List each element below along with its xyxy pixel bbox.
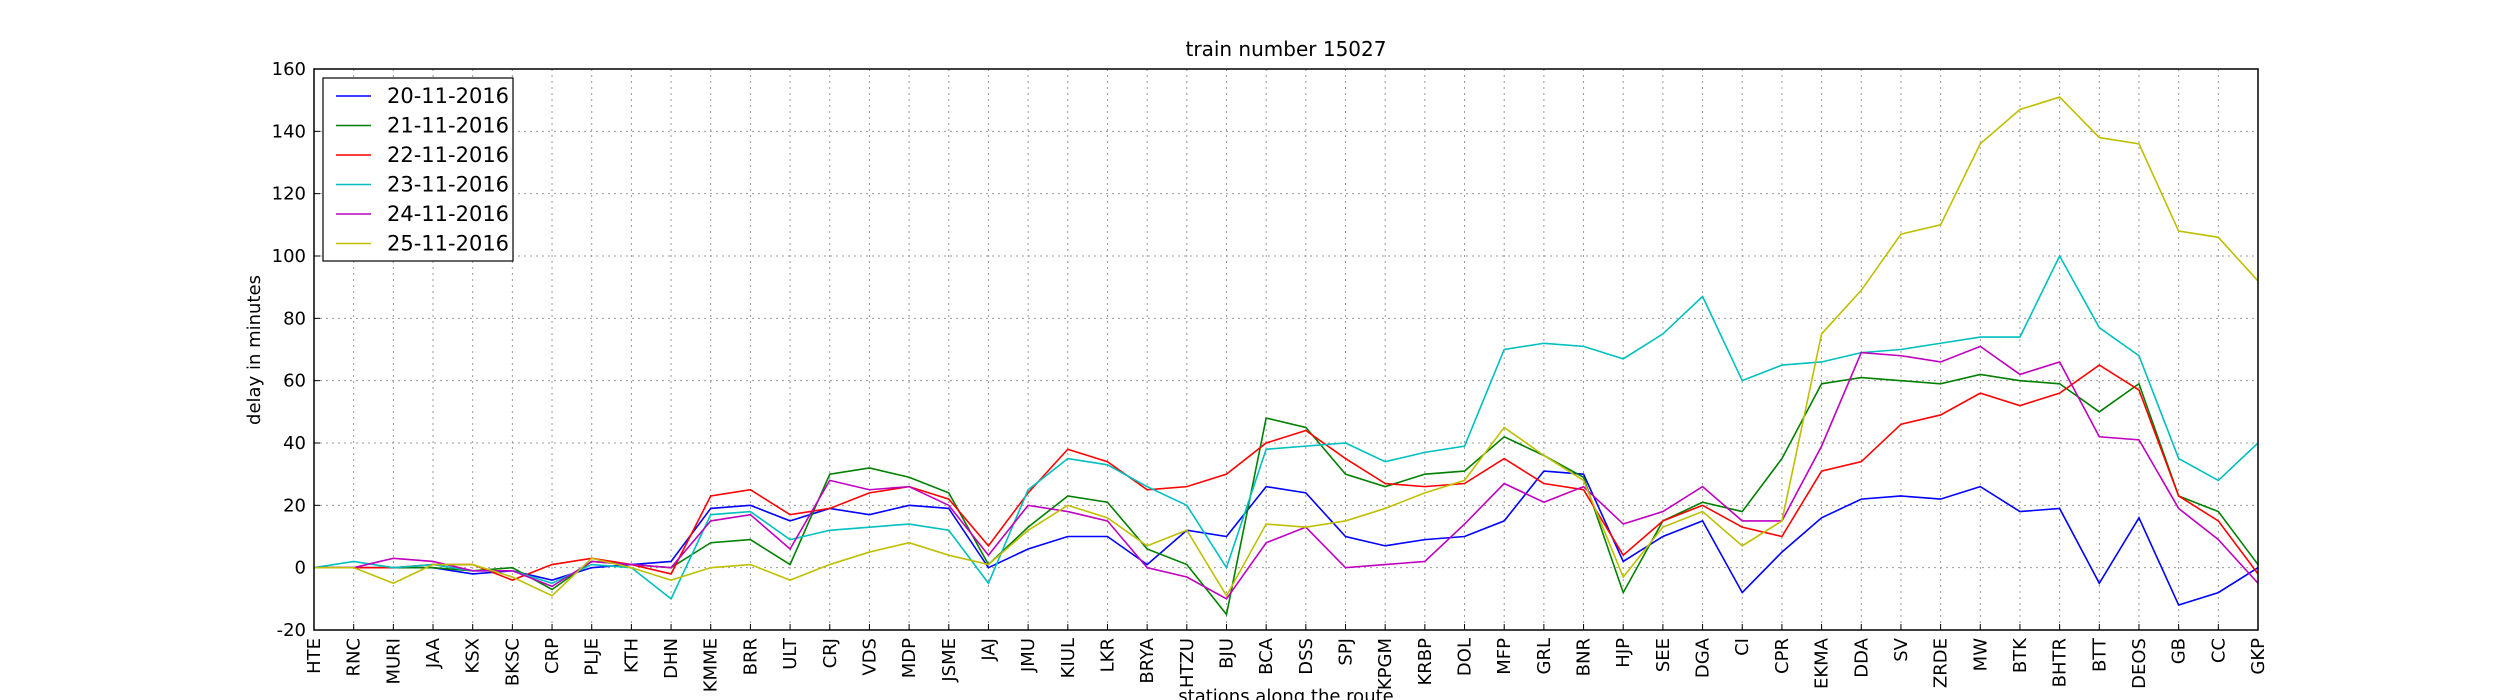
legend-box bbox=[322, 77, 514, 262]
x-tick-label: KSX bbox=[463, 638, 484, 674]
x-tick-label: CPR bbox=[1772, 638, 1793, 674]
x-tick-label: BHTR bbox=[2050, 638, 2071, 687]
x-tick-label: ULT bbox=[780, 637, 801, 670]
x-tick-label: KPGM bbox=[1375, 638, 1396, 690]
y-tick-label: 40 bbox=[283, 433, 306, 454]
x-tick-label: MW bbox=[1970, 638, 1991, 672]
y-tick-label: 120 bbox=[272, 184, 306, 205]
x-tick-label: PLJE bbox=[582, 638, 603, 676]
x-tick-label: GKP bbox=[2248, 638, 2269, 675]
y-tick-label: 0 bbox=[295, 558, 306, 579]
series-line bbox=[313, 254, 2259, 601]
y-tick-label: 160 bbox=[272, 59, 306, 80]
x-tick-label: BCA bbox=[1256, 637, 1277, 675]
legend-label: 24-11-2016 bbox=[387, 202, 509, 226]
x-tick-label: LKR bbox=[1097, 638, 1118, 672]
y-tick-label: -20 bbox=[277, 620, 306, 641]
x-tick-label: CRJ bbox=[820, 638, 841, 668]
x-tick-label: BRR bbox=[740, 638, 761, 675]
x-tick-label: HTE bbox=[304, 638, 325, 674]
x-tick-label: GRL bbox=[1534, 638, 1555, 674]
x-tick-label: DHN bbox=[661, 638, 682, 679]
chart-title: train number 15027 bbox=[1186, 37, 1387, 61]
x-tick-label: SEE bbox=[1653, 638, 1674, 672]
y-tick-label: 80 bbox=[283, 308, 306, 329]
x-tick-label: SPJ bbox=[1336, 638, 1357, 666]
x-tick-label: JSME bbox=[939, 638, 960, 683]
series-line bbox=[314, 345, 2259, 600]
x-tick-label: SV bbox=[1891, 637, 1912, 661]
x-tick-label: EKMA bbox=[1812, 637, 1833, 689]
x-tick-label: CRP bbox=[542, 638, 563, 674]
x-tick-label: JAA bbox=[423, 637, 444, 669]
y-tick-label: 60 bbox=[283, 371, 306, 392]
legend-label: 21-11-2016 bbox=[387, 114, 509, 138]
x-tick-label: JAJ bbox=[978, 638, 999, 662]
x-tick-label: MURI bbox=[383, 638, 404, 685]
x-tick-label: BRYA bbox=[1137, 637, 1158, 683]
x-tick-label: DGA bbox=[1693, 637, 1714, 678]
plot-frame bbox=[313, 68, 2259, 631]
x-tick-label: GB bbox=[2169, 638, 2190, 664]
x-tick-label: BNR bbox=[1574, 638, 1595, 676]
y-axis-label: delay in minutes bbox=[244, 275, 265, 425]
x-tick-label: DDA bbox=[1851, 637, 1872, 677]
x-tick-label: BTK bbox=[2010, 637, 2031, 673]
y-tick-label: 100 bbox=[272, 246, 306, 267]
series-line bbox=[314, 373, 2259, 617]
x-tick-label: CI bbox=[1732, 638, 1753, 656]
legend-label: 25-11-2016 bbox=[387, 232, 509, 256]
x-tick-label: KRBP bbox=[1415, 638, 1436, 686]
legend-label: 22-11-2016 bbox=[387, 143, 509, 167]
x-tick-label: JMU bbox=[1018, 638, 1039, 673]
x-axis-label: stations along the route bbox=[1178, 686, 1393, 700]
x-tick-label: BKSC bbox=[502, 638, 523, 686]
x-tick-label: RNC bbox=[344, 638, 365, 677]
x-tick-label: BTT bbox=[2089, 637, 2110, 672]
y-tick-label: 140 bbox=[272, 121, 306, 142]
x-tick-label: HTZU bbox=[1177, 638, 1198, 688]
x-tick-label: DSS bbox=[1296, 638, 1317, 675]
x-tick-label: ZRDE bbox=[1931, 638, 1952, 688]
y-tick-label: 20 bbox=[283, 495, 306, 516]
x-tick-label: KTH bbox=[621, 638, 642, 673]
x-tick-label: KMME bbox=[701, 638, 722, 692]
x-tick-label: KIUL bbox=[1058, 638, 1079, 678]
x-tick-label: MFP bbox=[1494, 638, 1515, 675]
x-tick-label: DEOS bbox=[2129, 638, 2150, 689]
series-line bbox=[314, 470, 2259, 607]
x-tick-label: DOL bbox=[1455, 638, 1476, 676]
legend-label: 23-11-2016 bbox=[387, 173, 509, 197]
x-tick-label: BJU bbox=[1216, 638, 1237, 669]
series-line bbox=[314, 364, 2259, 581]
x-tick-label: HJP bbox=[1613, 638, 1634, 668]
x-tick-label: CC bbox=[2208, 638, 2229, 663]
x-tick-label: VDS bbox=[859, 638, 880, 676]
x-tick-label: MDP bbox=[899, 638, 920, 678]
legend-label: 20-11-2016 bbox=[387, 84, 509, 108]
series-line bbox=[314, 96, 2259, 598]
